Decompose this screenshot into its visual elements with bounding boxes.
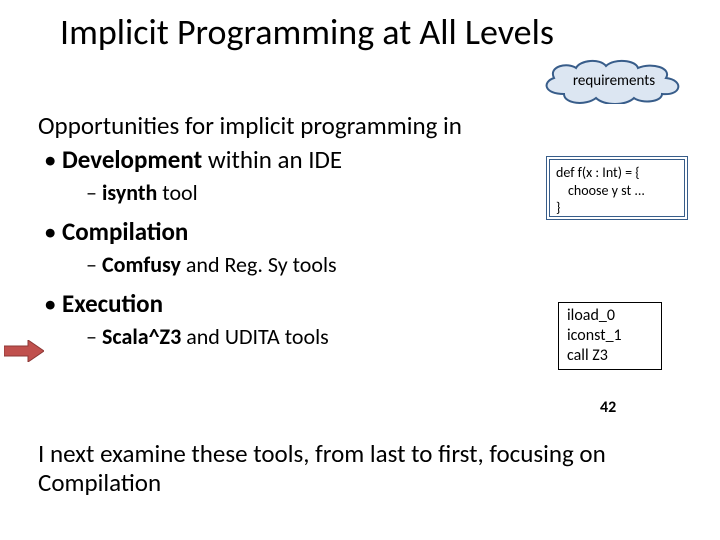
- code2-line1: iload_0: [567, 306, 653, 326]
- bullet-1: •Development within an IDE: [38, 144, 508, 175]
- code2-line3: call Z3: [567, 346, 653, 366]
- code1-line3: }: [556, 199, 678, 217]
- page-number: 42: [600, 398, 616, 417]
- bullet-3-sub: –Scala^Z3 and UDITA tools: [86, 323, 508, 350]
- closing-text: I next examine these tools, from last to…: [38, 440, 690, 498]
- code-box-ide: def f(x : Int) = { choose y st ... }: [546, 156, 688, 220]
- code-box-bytecode: iload_0 iconst_1 call Z3: [558, 302, 662, 370]
- bullet-1-sub: –isynth tool: [86, 179, 508, 206]
- code2-line2: iconst_1: [567, 326, 653, 346]
- bullet-list: •Development within an IDE –isynth tool …: [38, 144, 508, 360]
- code1-line1: def f(x : Int) = {: [556, 164, 678, 182]
- bullet-2-sub: –Comfusy and Reg. Sy tools: [86, 251, 508, 278]
- bullet-3: •Execution: [38, 288, 508, 319]
- highlight-arrow: [4, 340, 44, 362]
- code1-line2: choose y st ...: [556, 182, 678, 200]
- bullet-2: •Compilation: [38, 216, 508, 247]
- intro-text: Opportunities for implicit programming i…: [38, 110, 462, 141]
- slide-title: Implicit Programming at All Levels: [60, 10, 700, 54]
- cloud-label: requirements: [554, 72, 674, 90]
